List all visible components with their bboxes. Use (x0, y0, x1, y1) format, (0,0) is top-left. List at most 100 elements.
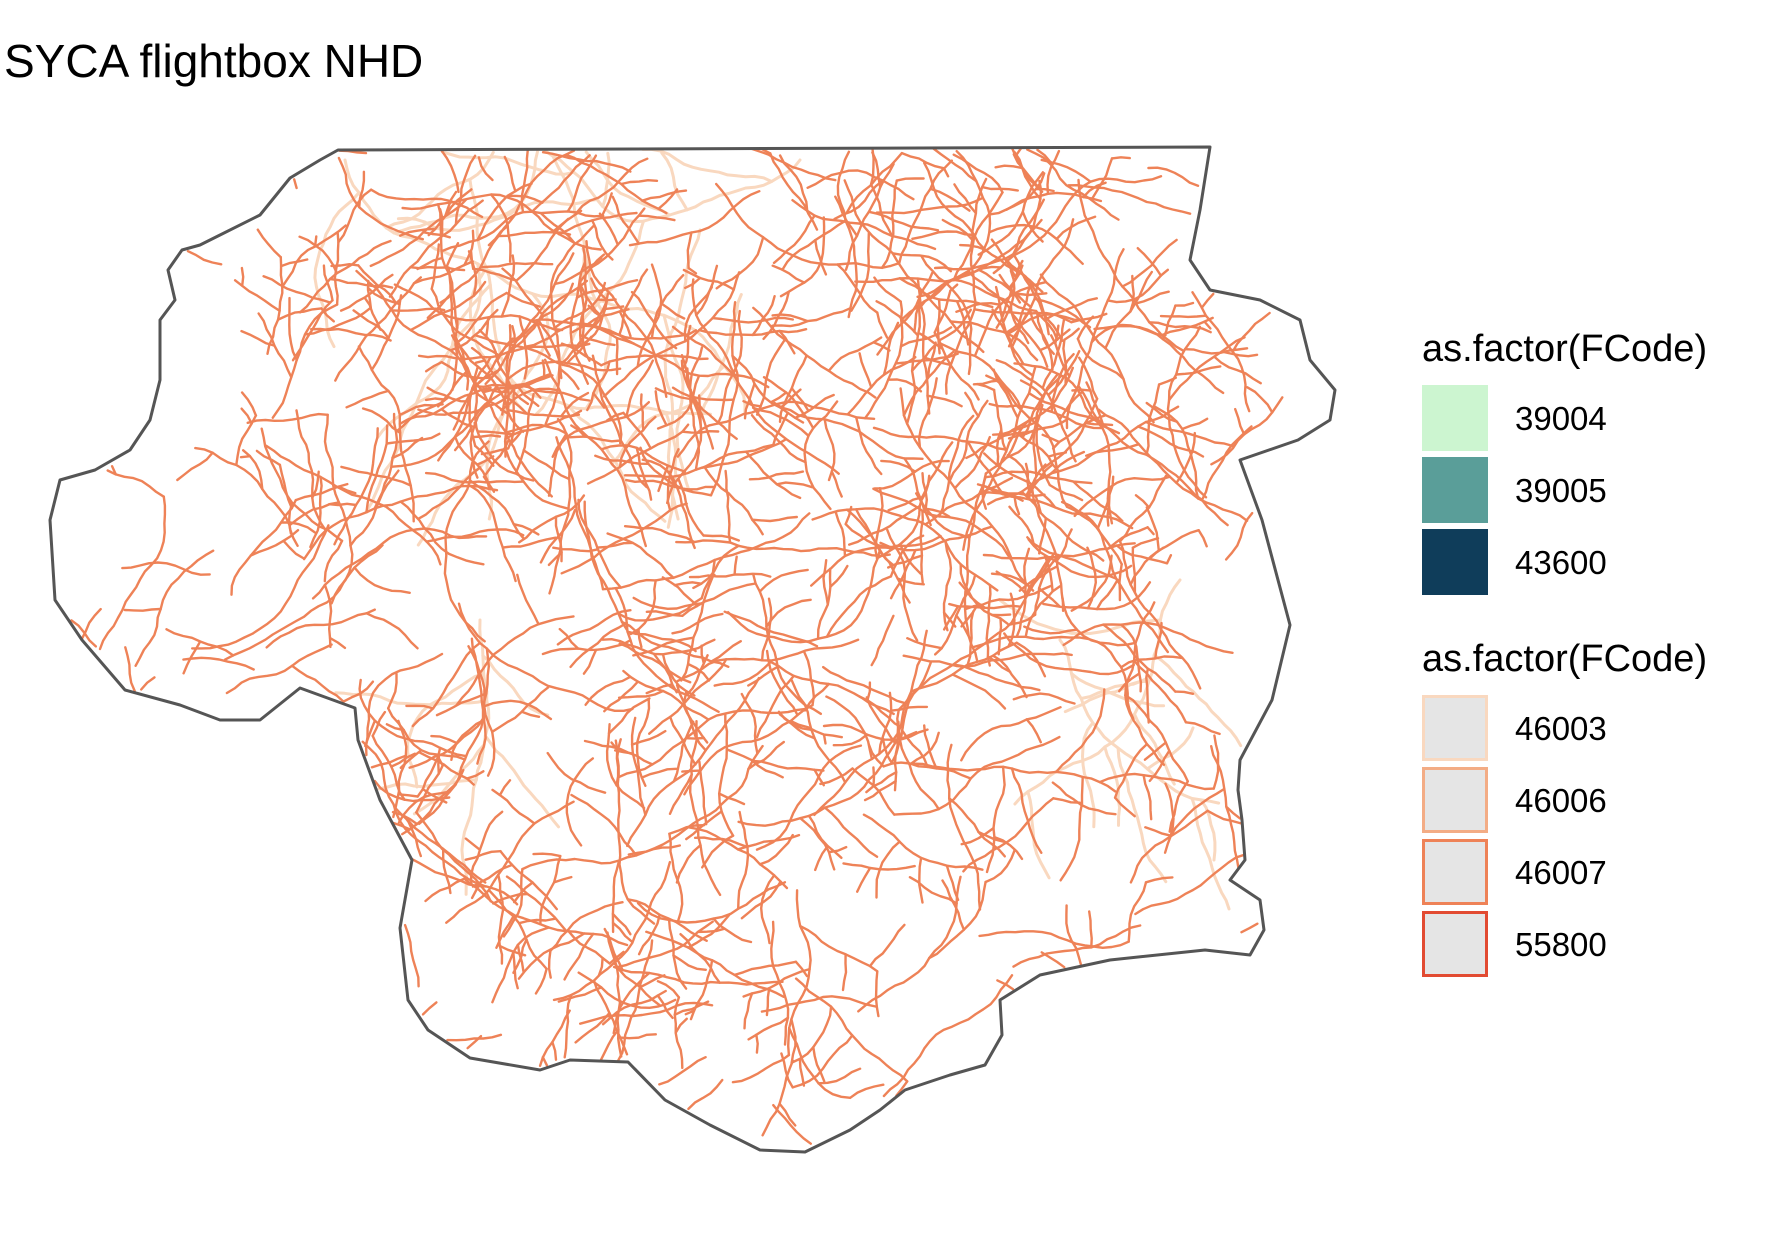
stream-segment (913, 277, 922, 334)
stream-segment (520, 710, 541, 718)
stream-segment (687, 1078, 724, 1111)
stream-segment (460, 618, 491, 896)
stream-segment (778, 1102, 797, 1127)
stream-segment (1191, 291, 1251, 413)
stream-segment (881, 737, 894, 765)
stream-segment (1052, 797, 1082, 804)
stream-segment (1055, 215, 1097, 241)
stream-segment (611, 195, 641, 245)
stream-segment (1220, 350, 1259, 358)
stream-segment (405, 704, 435, 710)
stream-segment (672, 954, 707, 971)
stream-segment (982, 542, 1136, 560)
stream-segment (997, 429, 1036, 439)
stream-segment (1183, 347, 1249, 355)
stream-segment (443, 440, 490, 643)
stream-segment (918, 332, 944, 350)
stream-segment (948, 602, 1022, 610)
stream-segment (875, 300, 920, 337)
stream-segment (548, 417, 573, 595)
legend-item-39004: 39004 (1422, 382, 1707, 454)
stream-segment (289, 501, 341, 526)
stream-segment (620, 620, 730, 668)
stream-segment (328, 636, 347, 650)
stream-segment (369, 198, 468, 268)
stream-segment (718, 792, 746, 806)
stream-segment (566, 435, 622, 443)
stream-segment (479, 262, 554, 269)
stream-segment (1152, 653, 1243, 748)
stream-segment (986, 405, 1180, 506)
stream-segment (1013, 495, 1021, 516)
stream-segment (370, 754, 407, 769)
stream-segment (287, 501, 299, 547)
stream-segment (747, 1016, 790, 1041)
stream-segment (517, 386, 540, 408)
stream-segment (551, 1040, 558, 1061)
stream-segment (923, 161, 1044, 294)
stream-segment (891, 252, 952, 273)
stream-segment (1036, 148, 1052, 164)
stream-segment (1118, 672, 1141, 693)
stream-segment (579, 333, 616, 347)
stream-segment (898, 543, 922, 575)
stream-segment (471, 434, 502, 439)
stream-segment (702, 534, 740, 542)
stream-segment (1200, 425, 1253, 502)
stream-segment (1120, 655, 1184, 669)
stream-segment (618, 268, 649, 337)
stream-segment (1157, 376, 1177, 386)
stream-segment (1145, 726, 1195, 771)
legend-swatch (1422, 529, 1488, 595)
stream-segment (1106, 268, 1169, 304)
stream-segment (641, 458, 678, 487)
stream-segment (391, 436, 424, 460)
stream-segment (1012, 153, 1043, 191)
stream-segment (570, 424, 587, 438)
stream-segment (552, 860, 672, 1002)
stream-segment (917, 282, 947, 310)
legend-item-55800: 55800 (1422, 908, 1707, 980)
stream-segment (851, 767, 896, 816)
stream-segment (468, 479, 526, 541)
stream-segment (1146, 526, 1155, 536)
stream-segment (165, 628, 235, 657)
stream-segment (282, 539, 305, 560)
stream-segment (607, 697, 651, 735)
stream-segment (856, 866, 872, 893)
stream-segment (703, 465, 764, 536)
stream-segment (758, 568, 809, 593)
stream-segment (1113, 796, 1136, 818)
stream-segment (666, 394, 703, 505)
stream-segment (654, 390, 668, 427)
stream-segment (726, 549, 881, 644)
stream-segment (618, 415, 657, 469)
stream-segment (597, 956, 604, 977)
stream-segment (737, 734, 901, 827)
stream-segment (867, 743, 885, 768)
stream-segment (1037, 587, 1061, 608)
stream-segment (478, 329, 530, 406)
stream-segment (988, 402, 1104, 430)
stream-segment (872, 487, 1035, 592)
stream-segment (748, 470, 805, 481)
stream-segment (1148, 546, 1165, 561)
stream-segment (123, 607, 162, 612)
stream-network-46007 (70, 146, 1284, 1145)
stream-segment (530, 154, 591, 213)
stream-segment (1050, 334, 1071, 378)
stream-segment (279, 258, 309, 268)
stream-segment (639, 446, 713, 497)
stream-segment (1190, 797, 1231, 911)
stream-segment (941, 879, 966, 931)
stream-segment (398, 793, 419, 798)
stream-segment (799, 924, 879, 973)
stream-segment (424, 361, 443, 373)
stream-segment (822, 723, 929, 741)
stream-segment (772, 1104, 812, 1145)
stream-segment (844, 522, 894, 551)
stream-segment (265, 608, 376, 649)
stream-segment (1041, 318, 1066, 390)
stream-segment (1015, 641, 1047, 678)
stream-segment (1054, 324, 1060, 345)
